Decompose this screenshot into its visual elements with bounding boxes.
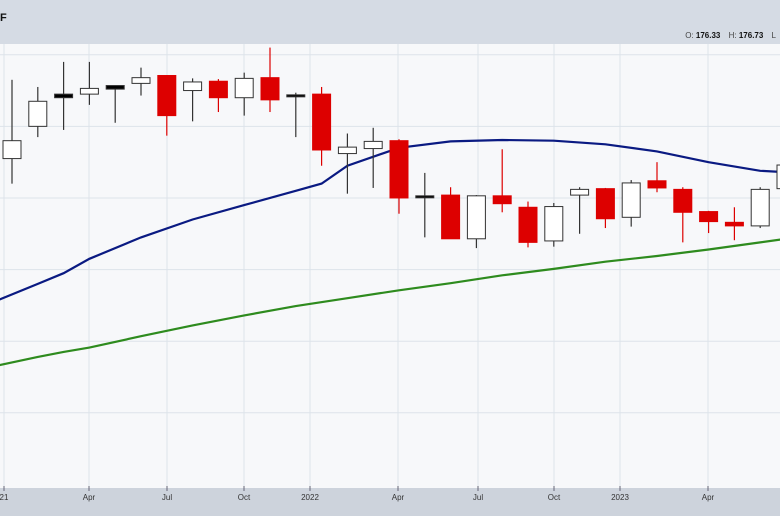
candle bbox=[79, 61, 99, 105]
x-tick-label: Oct bbox=[548, 493, 561, 502]
candle-body bbox=[699, 211, 719, 223]
candle bbox=[337, 133, 357, 194]
candle bbox=[286, 92, 306, 138]
candle-body bbox=[337, 146, 357, 155]
candle-body bbox=[647, 180, 667, 189]
ohlc-readout: O: 176.33 H: 176.73 L bbox=[679, 31, 776, 40]
candle-body bbox=[518, 206, 538, 243]
candle-body bbox=[234, 77, 254, 99]
candle bbox=[544, 202, 564, 247]
high-label: H: bbox=[728, 31, 737, 40]
candle bbox=[105, 85, 125, 123]
x-tick-label: Apr bbox=[702, 493, 715, 502]
candle bbox=[312, 86, 332, 166]
chart-header-bar: F O: 176.33 H: 176.73 L bbox=[0, 0, 780, 44]
candle-body bbox=[208, 80, 228, 99]
x-tick-label: Jul bbox=[473, 493, 483, 502]
candle bbox=[570, 187, 590, 234]
x-tick-label: Apr bbox=[83, 493, 96, 502]
x-tick-label: 21 bbox=[0, 493, 9, 502]
candle bbox=[673, 187, 693, 243]
candle-body bbox=[595, 188, 615, 220]
x-axis-strip bbox=[0, 488, 780, 516]
candle bbox=[776, 164, 780, 190]
plot-area bbox=[0, 44, 780, 488]
candle bbox=[621, 180, 641, 227]
x-tick-label: Apr bbox=[392, 493, 405, 502]
candle bbox=[208, 79, 228, 113]
candle bbox=[441, 187, 461, 240]
candle bbox=[234, 72, 254, 116]
candle bbox=[131, 67, 151, 96]
candle-body bbox=[441, 194, 461, 240]
candle bbox=[647, 162, 667, 193]
candle-body bbox=[466, 195, 486, 240]
candle-body bbox=[105, 85, 125, 90]
candle bbox=[183, 78, 203, 122]
candle-body bbox=[2, 140, 22, 160]
candle bbox=[2, 79, 22, 184]
x-tick-label: 2023 bbox=[611, 493, 629, 502]
candle bbox=[518, 201, 538, 248]
candle bbox=[492, 149, 512, 213]
x-tick-label: Oct bbox=[238, 493, 251, 502]
candle bbox=[699, 210, 719, 234]
candle-body bbox=[260, 77, 280, 101]
candles bbox=[2, 47, 780, 249]
x-tick-label: 2022 bbox=[301, 493, 319, 502]
candle bbox=[363, 127, 383, 188]
candle-body bbox=[183, 81, 203, 92]
open-value: 176.33 bbox=[695, 31, 721, 40]
candle-body bbox=[570, 188, 590, 196]
candle bbox=[724, 207, 744, 241]
candle bbox=[157, 75, 177, 136]
candle-body bbox=[492, 195, 512, 205]
candle-body bbox=[131, 77, 151, 84]
candle-body bbox=[312, 93, 332, 151]
high-value: 176.73 bbox=[738, 31, 764, 40]
candle bbox=[54, 61, 74, 130]
candle bbox=[750, 187, 770, 229]
candle-body bbox=[54, 93, 74, 99]
candle-body bbox=[28, 100, 48, 127]
moving-average-slow-line bbox=[0, 238, 780, 367]
candle bbox=[28, 86, 48, 138]
x-tick-label: Jul bbox=[162, 493, 172, 502]
candle bbox=[389, 139, 409, 214]
grid-lines bbox=[0, 44, 780, 488]
candle-body bbox=[724, 221, 744, 227]
candle-body bbox=[750, 188, 770, 227]
candle-body bbox=[415, 195, 435, 199]
low-label: L bbox=[771, 31, 776, 40]
candle-body bbox=[79, 87, 99, 95]
candle bbox=[466, 195, 486, 249]
candle-body bbox=[621, 182, 641, 218]
candle-body bbox=[776, 164, 780, 190]
x-axis: 21 Apr Jul Oct 2022 Apr Jul Oct 2023 Apr bbox=[0, 486, 715, 502]
candle-body bbox=[544, 206, 564, 242]
candle-body bbox=[157, 75, 177, 117]
candle-body bbox=[363, 140, 383, 150]
candle bbox=[260, 47, 280, 113]
candle-body bbox=[673, 188, 693, 213]
open-label: O: bbox=[685, 31, 694, 40]
candle-body bbox=[286, 94, 306, 98]
candle bbox=[595, 187, 615, 229]
symbol-title: F bbox=[0, 12, 7, 24]
candle bbox=[415, 172, 435, 238]
candle-body bbox=[389, 140, 409, 199]
